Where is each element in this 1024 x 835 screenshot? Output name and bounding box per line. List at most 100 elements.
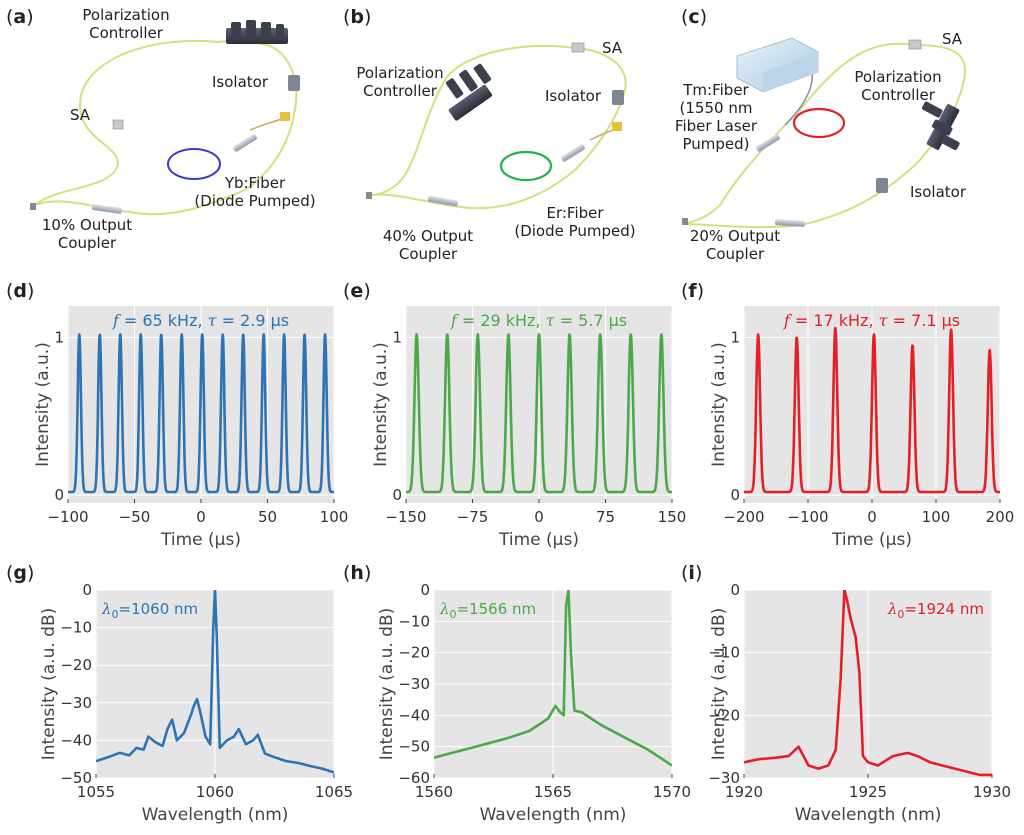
x-tick-label: 1560	[415, 783, 453, 801]
panel-label-g: (g)	[6, 562, 35, 584]
y-tick-label: −50	[60, 769, 92, 787]
series-line	[744, 326, 1000, 494]
label-coupler: 20% Output Coupler	[690, 227, 780, 263]
polarization-controller	[445, 63, 493, 121]
panel-label-c: (c)	[681, 6, 708, 28]
pump-laser-box	[736, 37, 819, 93]
output-port	[30, 203, 36, 210]
label-pc: Polarization Controller	[82, 6, 169, 42]
fiber-loop	[684, 42, 967, 229]
x-tick-label: 1060	[196, 783, 234, 801]
schematic-labels: Polarization Controller Isolator SA Yb:Fiber…	[42, 6, 967, 263]
x-tick-label: 200	[986, 508, 1015, 526]
series-line	[744, 590, 992, 777]
annotation: f = 17 kHz, τ = 7.1 μs	[783, 311, 960, 330]
x-axis-label: Time (μs)	[498, 530, 579, 550]
pump-diode	[612, 122, 622, 131]
x-tick-label: −150	[385, 508, 426, 526]
chart-g: 1055 1060 1065 −50 −40 −30 −20 −10 0 Wavelength (…	[39, 581, 353, 825]
label-isolator: Isolator	[910, 183, 967, 201]
y-tick-label: 0	[82, 581, 92, 599]
chart-i: 1920 1925 1930 −30 −20 −10 0 Wavelength (nm) Int…	[708, 581, 1011, 825]
label-coupler: 10% Output Coupler	[42, 216, 132, 252]
x-tick-label: 1920	[725, 783, 763, 801]
annotation: f = 29 kHz, τ = 5.7 μs	[450, 311, 627, 330]
x-axis-label: Wavelength (nm)	[795, 805, 942, 825]
output-port	[366, 192, 372, 199]
x-tick-label: 1055	[77, 783, 115, 801]
isolator	[876, 178, 888, 193]
label-fiber: Tm:Fiber (1550 nm Fiber Laser Pumped)	[675, 81, 758, 153]
panel-label-h: (h)	[343, 562, 372, 584]
y-tick-label: 0	[392, 486, 402, 504]
y-tick-label: −60	[398, 769, 430, 787]
polarization-controller	[226, 20, 288, 44]
y-tick-label: −40	[398, 706, 430, 724]
label-pc: Polarization Controller	[854, 68, 941, 104]
x-tick-label: −100	[787, 508, 828, 526]
annotation: f = 65 kHz, τ = 2.9 μs	[112, 311, 289, 330]
gain-fiber-coil	[499, 150, 553, 182]
y-axis-label: Intensity (a.u.)	[33, 342, 53, 467]
output-coupler	[91, 204, 123, 214]
gain-fiber-coil	[792, 107, 846, 139]
label-isolator: Isolator	[212, 73, 269, 91]
y-tick-label: 1	[392, 329, 402, 347]
series-line	[434, 590, 672, 767]
x-tick-label: 0	[534, 508, 544, 526]
chart-e: −150 −75 0 75 150 0 1 Time (μs) Intensity (a.u.)…	[371, 306, 686, 550]
y-tick-label: −30	[60, 694, 92, 712]
saturable-absorber	[908, 39, 922, 50]
y-tick-label: 1	[730, 329, 740, 347]
output-port	[682, 218, 688, 225]
wdm-coupler	[561, 144, 585, 162]
label-pc: Polarization Controller	[356, 64, 443, 100]
label-fiber: Yb:Fiber (Diode Pumped)	[194, 174, 315, 210]
x-axis-label: Time (μs)	[160, 530, 241, 550]
chart-h: 1560 1565 1570 −60 −50 −40 −30 −20 −10 0 Wavelengt…	[377, 581, 691, 825]
chart-f: −200 −100 0 100 200 0 1 Time (μs) Intensity (a.u…	[709, 306, 1014, 550]
label-isolator: Isolator	[545, 87, 602, 105]
panel-label-i: (i)	[681, 562, 703, 584]
schematic-c	[682, 37, 967, 229]
y-tick-label: 0	[420, 581, 430, 599]
y-tick-label: −10	[708, 644, 740, 662]
output-coupler	[774, 219, 806, 227]
x-tick-label: 1570	[653, 783, 691, 801]
y-axis-label: Intensity (a.u.)	[709, 342, 729, 467]
series-line	[68, 333, 334, 494]
x-tick-label: 100	[922, 508, 951, 526]
panel-label-d: (d)	[6, 280, 35, 302]
label-sa: SA	[942, 30, 963, 48]
x-tick-label: 100	[320, 508, 349, 526]
chart-d: −100 −50 0 50 100 0 1 Time (μs) Intensity (a.u.)…	[33, 306, 348, 550]
y-tick-label: −50	[398, 738, 430, 756]
x-tick-label: 1065	[315, 783, 353, 801]
annotation: λ0=1566 nm	[439, 600, 536, 621]
y-axis-label: Intensity (a.u. dB)	[377, 608, 397, 761]
y-axis-label: Intensity (a.u.)	[371, 342, 391, 467]
y-tick-label: −20	[708, 706, 740, 724]
label-fiber: Er:Fiber (Diode Pumped)	[514, 204, 635, 240]
y-tick-label: −20	[398, 644, 430, 662]
schematic-a	[30, 20, 300, 216]
saturable-absorber	[571, 42, 585, 53]
annotation: λ0=1924 nm	[887, 600, 984, 621]
gain-fiber-coil	[167, 148, 221, 180]
pump-diode	[280, 112, 290, 121]
x-axis-label: Wavelength (nm)	[142, 805, 289, 825]
x-tick-label: −50	[119, 508, 151, 526]
panel-label-a: (a)	[6, 6, 34, 28]
y-axis-label: Intensity (a.u. dB)	[709, 608, 729, 761]
isolator	[288, 75, 300, 91]
y-tick-label: −30	[708, 769, 740, 787]
x-tick-label: 0	[196, 508, 206, 526]
x-axis-label: Wavelength (nm)	[480, 805, 627, 825]
polarization-controller	[921, 101, 960, 151]
x-tick-label: −75	[457, 508, 489, 526]
y-tick-label: 0	[730, 581, 740, 599]
wdm-coupler	[756, 134, 780, 152]
y-tick-label: −10	[60, 619, 92, 637]
